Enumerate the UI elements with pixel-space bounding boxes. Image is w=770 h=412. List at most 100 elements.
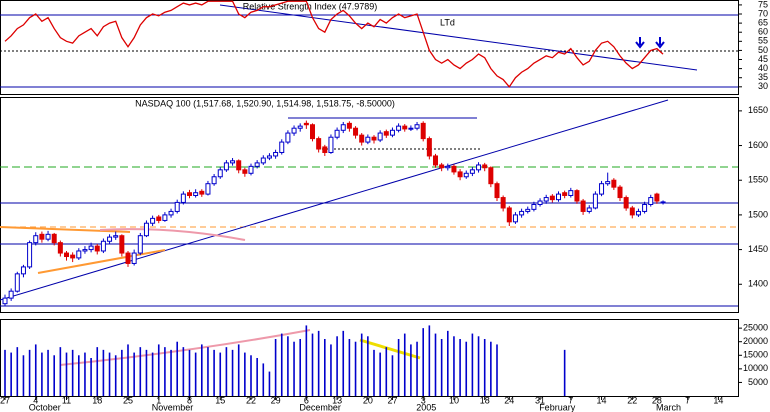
volume-bar — [317, 330, 320, 396]
candle-body — [605, 181, 611, 185]
x-tick-label: 1 — [156, 395, 161, 405]
candle-body — [8, 290, 14, 299]
volume-bar — [151, 352, 154, 396]
y-tick-label: 15000 — [743, 350, 768, 360]
volume-bar — [262, 363, 265, 396]
month-label: November — [152, 402, 194, 412]
y-tick-label: 1450 — [748, 244, 768, 254]
volume-bar — [157, 344, 160, 396]
candle-body — [635, 210, 641, 216]
candle-body — [586, 207, 592, 212]
candle-body — [248, 165, 254, 174]
candle-body — [285, 132, 291, 143]
volume-bar — [182, 347, 185, 396]
volume-trendline — [359, 338, 421, 360]
y-tick-label: 75 — [758, 0, 768, 9]
volume-bar — [231, 349, 234, 396]
x-tick-label: 28 — [652, 395, 662, 405]
candle-body — [457, 171, 463, 178]
volume-bar — [385, 347, 388, 396]
volume-bar — [434, 333, 437, 396]
candle-body — [20, 266, 26, 275]
volume-bar — [453, 336, 455, 396]
volume-bar — [133, 352, 135, 396]
y-tick-label: 5000 — [748, 377, 768, 387]
candle-body — [150, 217, 156, 224]
candle-body — [562, 192, 568, 196]
candle-body — [291, 127, 297, 134]
candle-body — [143, 222, 149, 237]
candle-body — [451, 165, 457, 173]
candle-body — [94, 245, 100, 252]
rsi-frame — [0, 0, 739, 95]
x-tick-label: 27 — [387, 395, 397, 405]
candle-body — [396, 125, 402, 131]
candle-body — [211, 176, 217, 185]
x-tick-label: 22 — [627, 395, 637, 405]
volume-bar — [348, 339, 351, 396]
volume-bar — [324, 339, 326, 396]
candle-body — [303, 122, 309, 126]
candle-body — [506, 207, 512, 223]
candle-body — [273, 151, 279, 157]
trendline — [37, 249, 166, 274]
candle-body — [365, 136, 371, 143]
candle-body — [39, 233, 45, 240]
candle-body — [512, 214, 518, 223]
candle-body — [580, 200, 586, 212]
volume-bar — [459, 339, 461, 396]
month-label: March — [656, 402, 681, 412]
volume-bar — [465, 341, 468, 396]
candle-body — [107, 236, 113, 242]
volume-bar — [108, 352, 111, 396]
x-tick-label: 11 — [62, 395, 71, 405]
x-tick-label: 14 — [713, 395, 723, 405]
candle-body — [463, 172, 469, 178]
candle-body — [599, 183, 605, 195]
volume-bar — [244, 352, 246, 396]
y-tick-label: 25000 — [743, 323, 768, 333]
y-tick-label: 10000 — [743, 363, 768, 373]
volume-bar — [428, 325, 431, 396]
candle-body — [168, 210, 174, 216]
x-tick-label: 22 — [246, 395, 256, 405]
candle-body — [469, 169, 475, 174]
volume-bar — [496, 344, 498, 396]
x-tick-label: 7 — [685, 395, 690, 405]
y-tick-label: 45 — [758, 54, 768, 64]
volume-bar — [477, 336, 480, 396]
y-tick-label: 20000 — [743, 336, 768, 346]
x-tick-label: 7 — [568, 395, 573, 405]
x-tick-label: 24 — [504, 395, 514, 405]
candle-body — [137, 235, 143, 254]
candle-body — [33, 235, 39, 244]
volume-bar — [71, 349, 74, 396]
candle-body — [414, 124, 420, 129]
month-label: October — [29, 402, 61, 412]
annotation: LTd — [440, 17, 455, 27]
x-tick-label: 31 — [535, 395, 545, 405]
volume-bar — [84, 352, 86, 396]
volume-bar — [90, 358, 92, 396]
candle-body — [574, 190, 580, 202]
volume-bar — [164, 347, 166, 396]
candle-body — [322, 146, 328, 153]
candle-body — [568, 190, 574, 196]
y-tick-label: 35 — [758, 72, 768, 82]
x-tick-label: 25 — [123, 395, 133, 405]
volume-bar — [471, 333, 474, 396]
candle-body — [205, 183, 211, 195]
volume-bar — [311, 333, 314, 396]
moving-average — [99, 228, 246, 241]
candle-body — [260, 157, 266, 164]
candle-body — [500, 197, 506, 209]
candle-body — [629, 207, 635, 216]
y-tick-label: 70 — [758, 8, 768, 18]
month-label: December — [299, 402, 341, 412]
candle-body — [519, 210, 525, 216]
candle-body — [537, 200, 543, 205]
candle-body — [266, 155, 272, 159]
candle-body — [187, 192, 192, 196]
y-tick-label: 1600 — [748, 140, 768, 150]
